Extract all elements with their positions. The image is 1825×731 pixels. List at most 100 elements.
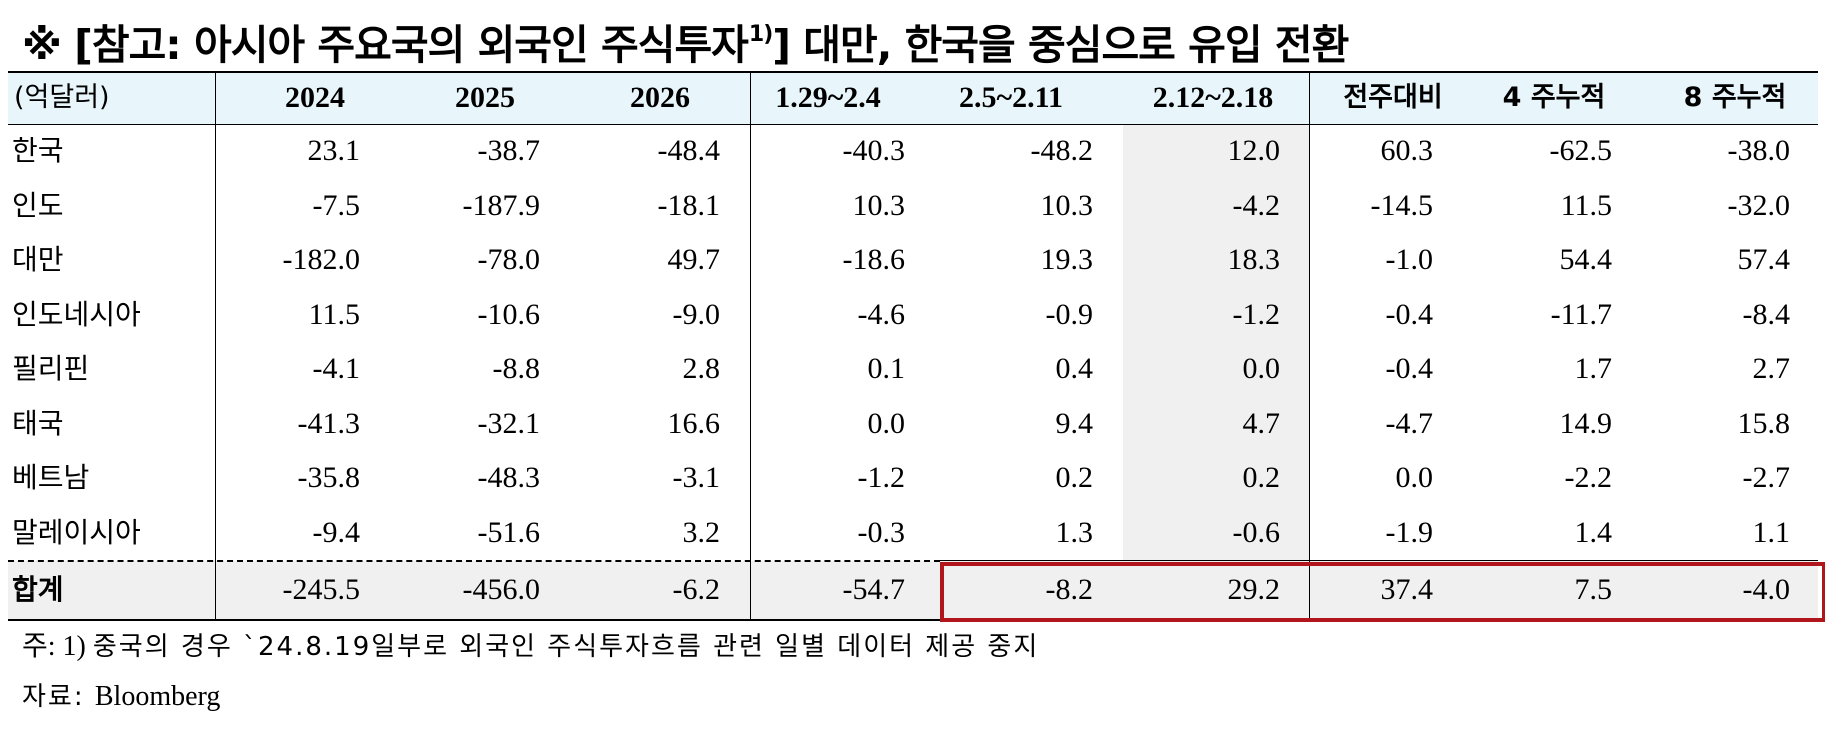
total-cell: -245.5 — [282, 573, 361, 606]
total-cell: -8.2 — [1045, 573, 1094, 606]
table-cell: 23.1 — [307, 134, 361, 167]
table-cell: -9.0 — [672, 297, 721, 331]
table-cell: -38.0 — [1727, 134, 1791, 167]
table-cell: 0.0 — [1242, 352, 1281, 385]
table-cell: 0.2 — [1242, 461, 1281, 494]
table-cell: -1.2 — [857, 461, 906, 494]
table-cell: -4.6 — [857, 297, 906, 331]
table-cell: 54.4 — [1559, 243, 1613, 276]
table-cell: -2.2 — [1564, 461, 1613, 494]
table-cell: -11.7 — [1550, 297, 1612, 331]
table-cell: 1.3 — [1055, 515, 1094, 549]
source-note: 자료: Bloomberg — [22, 676, 220, 713]
total-cell: 37.4 — [1380, 573, 1434, 606]
table-cell: -1.2 — [1232, 297, 1281, 331]
table-cell: -35.8 — [297, 461, 361, 494]
table-cell: 60.3 — [1380, 134, 1434, 167]
total-cell: 7.5 — [1574, 573, 1613, 606]
row-label: 태국 — [12, 406, 64, 440]
table-cell: 2.8 — [682, 352, 721, 385]
table-cell: 1.7 — [1574, 352, 1613, 385]
table-cell: -0.6 — [1232, 515, 1281, 549]
total-row-label: 합계 — [12, 573, 64, 606]
footnote-prefix: 주: 1) — [22, 631, 93, 662]
total-row-background — [8, 561, 1818, 619]
table-cell: 1.1 — [1752, 515, 1791, 549]
table-cell: 49.7 — [667, 243, 721, 276]
table-cell: -48.3 — [477, 461, 541, 494]
table-cell: -0.4 — [1385, 352, 1434, 385]
total-top-rule-dashed — [8, 560, 940, 562]
total-cell: -54.7 — [842, 573, 906, 606]
unit-label: (억달러) — [14, 82, 110, 113]
cumulative-divider — [1309, 72, 1310, 619]
table-cell: 9.4 — [1055, 406, 1094, 440]
table-cell: -38.7 — [477, 134, 541, 167]
column-header: 4 주누적 — [1502, 82, 1606, 113]
table-cell: 10.3 — [852, 188, 906, 222]
table-cell: -41.3 — [297, 406, 361, 440]
table-cell: 11.5 — [1560, 188, 1612, 222]
column-header: 1.29~2.4 — [775, 81, 881, 114]
column-header: 2025 — [455, 81, 515, 114]
table-cell: -10.6 — [477, 297, 541, 331]
total-cell: -4.0 — [1742, 573, 1791, 606]
header-top-rule — [8, 71, 1818, 73]
highlight-box — [940, 562, 1825, 622]
table-cell: -182.0 — [282, 243, 361, 276]
table-cell: -3.1 — [672, 461, 721, 494]
table-cell: -187.9 — [462, 188, 541, 222]
column-header: 전주대비 — [1343, 82, 1443, 113]
table-cell: 15.8 — [1737, 406, 1791, 440]
table-cell: -0.4 — [1385, 297, 1434, 331]
table-cell: 0.0 — [1395, 461, 1434, 494]
total-cell: -6.2 — [672, 573, 721, 606]
table-cell: 4.7 — [1242, 406, 1281, 440]
flow-table: (억달러) 2024 2025 2026 1.29~2.4 2.5~2.11 2.12~2.… — [0, 68, 1825, 624]
total-cell: 29.2 — [1227, 573, 1281, 606]
column-header: 2.5~2.11 — [959, 81, 1063, 114]
table-cell: -7.5 — [312, 188, 361, 222]
table-cell: 18.3 — [1227, 243, 1281, 276]
table-cell: -14.5 — [1370, 188, 1434, 222]
row-label: 인도네시아 — [12, 297, 141, 331]
table-cell: -9.4 — [312, 515, 361, 549]
table-cell: 12.0 — [1227, 134, 1281, 167]
table-cell: 0.4 — [1055, 352, 1094, 385]
row-label: 필리핀 — [12, 352, 90, 385]
table-cell: 3.2 — [682, 515, 721, 549]
year-divider — [750, 72, 751, 619]
table-cell: 57.4 — [1737, 243, 1791, 276]
source-text: Bloomberg — [94, 681, 221, 712]
table-cell: 2.7 — [1752, 352, 1791, 385]
table-cell: 11.5 — [308, 297, 360, 331]
table-bottom-rule — [8, 619, 1818, 621]
column-header: 2026 — [630, 81, 690, 114]
header-bottom-rule — [8, 124, 1818, 125]
table-cell: 10.3 — [1040, 188, 1094, 222]
source-prefix: 자료: — [22, 682, 95, 712]
table-cell: 16.6 — [667, 406, 721, 440]
table-cell: -48.2 — [1030, 134, 1094, 167]
table-cell: 0.2 — [1055, 461, 1094, 494]
table-cell: -0.3 — [857, 515, 906, 549]
table-cell: 14.9 — [1559, 406, 1613, 440]
table-cell: -18.6 — [842, 243, 906, 276]
page-title: ※ [참고: 아시아 주요국의 외국인 주식투자1)] 대만, 한국을 중심으로… — [22, 4, 1349, 69]
row-label: 인도 — [12, 188, 64, 222]
table-cell: -51.6 — [477, 515, 541, 549]
row-label: 한국 — [12, 134, 64, 167]
table-cell: -1.9 — [1385, 515, 1434, 549]
total-cell: -456.0 — [462, 573, 541, 606]
table-cell: -62.5 — [1549, 134, 1613, 167]
title-footnote-marker: 1) — [748, 22, 773, 47]
table-cell: -78.0 — [477, 243, 541, 276]
column-header: 2024 — [285, 81, 345, 114]
table-cell: 0.0 — [867, 406, 906, 440]
title-text: ※ [참고: 아시아 주요국의 외국인 주식투자 — [22, 21, 749, 69]
total-top-rule — [940, 560, 1818, 561]
table-cell: -4.2 — [1232, 188, 1281, 222]
column-header: 2.12~2.18 — [1152, 81, 1274, 114]
row-label: 베트남 — [12, 461, 90, 494]
row-label: 대만 — [12, 243, 64, 276]
